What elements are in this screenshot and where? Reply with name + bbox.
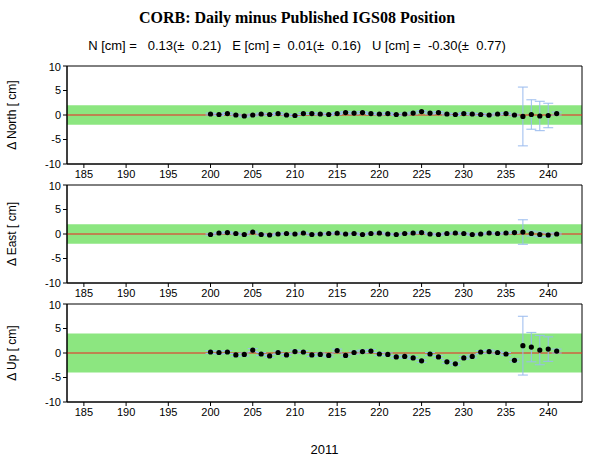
svg-text:220: 220 <box>370 287 388 299</box>
svg-text:235: 235 <box>497 406 515 418</box>
svg-text:Δ East [ cm]: Δ East [ cm] <box>8 202 19 266</box>
svg-text:200: 200 <box>201 406 219 418</box>
svg-text:-10: -10 <box>45 158 61 170</box>
svg-text:205: 205 <box>244 287 262 299</box>
svg-text:0: 0 <box>55 109 61 121</box>
svg-text:5: 5 <box>55 322 61 334</box>
svg-text:5: 5 <box>55 203 61 215</box>
svg-text:-5: -5 <box>51 371 61 383</box>
svg-text:240: 240 <box>539 168 557 180</box>
svg-text:215: 215 <box>328 168 346 180</box>
svg-text:195: 195 <box>159 406 177 418</box>
svg-text:215: 215 <box>328 287 346 299</box>
svg-text:190: 190 <box>117 287 135 299</box>
svg-text:230: 230 <box>455 287 473 299</box>
svg-text:210: 210 <box>286 287 304 299</box>
svg-text:10: 10 <box>49 180 61 192</box>
svg-text:220: 220 <box>370 406 388 418</box>
svg-text:235: 235 <box>497 287 515 299</box>
svg-text:200: 200 <box>201 287 219 299</box>
svg-text:Δ North [ cm]: Δ North [ cm] <box>8 80 19 149</box>
svg-text:Δ Up [ cm]: Δ Up [ cm] <box>8 325 19 380</box>
svg-text:0: 0 <box>55 228 61 240</box>
svg-text:190: 190 <box>117 168 135 180</box>
html-text:CORB: Daily minus Published IG: CORB: Daily minus Published IGS08 Positi… <box>139 9 455 26</box>
svg-text:-5: -5 <box>51 133 61 145</box>
svg-text:10: 10 <box>49 299 61 311</box>
svg-text:230: 230 <box>455 168 473 180</box>
svg-text:5: 5 <box>55 84 61 96</box>
svg-text:205: 205 <box>244 406 262 418</box>
svg-text:210: 210 <box>286 168 304 180</box>
svg-text:-10: -10 <box>45 396 61 408</box>
svg-text:205: 205 <box>244 168 262 180</box>
svg-text:190: 190 <box>117 406 135 418</box>
svg-text:240: 240 <box>539 406 557 418</box>
svg-text:195: 195 <box>159 287 177 299</box>
svg-text:185: 185 <box>75 287 93 299</box>
svg-text:185: 185 <box>75 168 93 180</box>
svg-text:-5: -5 <box>51 252 61 264</box>
svg-text:225: 225 <box>412 287 430 299</box>
svg-text:235: 235 <box>497 168 515 180</box>
svg-text:0: 0 <box>55 347 61 359</box>
svg-text:10: 10 <box>49 61 61 73</box>
svg-text:220: 220 <box>370 168 388 180</box>
svg-text:-10: -10 <box>45 277 61 289</box>
svg-text:215: 215 <box>328 406 346 418</box>
svg-text:200: 200 <box>201 168 219 180</box>
svg-text:195: 195 <box>159 168 177 180</box>
svg-text:240: 240 <box>539 287 557 299</box>
svg-text:225: 225 <box>412 406 430 418</box>
svg-text:210: 210 <box>286 406 304 418</box>
svg-text:230: 230 <box>455 406 473 418</box>
svg-text:185: 185 <box>75 406 93 418</box>
html-text:2011: 2011 <box>310 442 339 457</box>
html-text:N [cm] = 0.13(± 0.21) E [cm] =: N [cm] = 0.13(± 0.21) E [cm] = 0.01(± 0.… <box>88 38 506 53</box>
svg-text:225: 225 <box>412 168 430 180</box>
